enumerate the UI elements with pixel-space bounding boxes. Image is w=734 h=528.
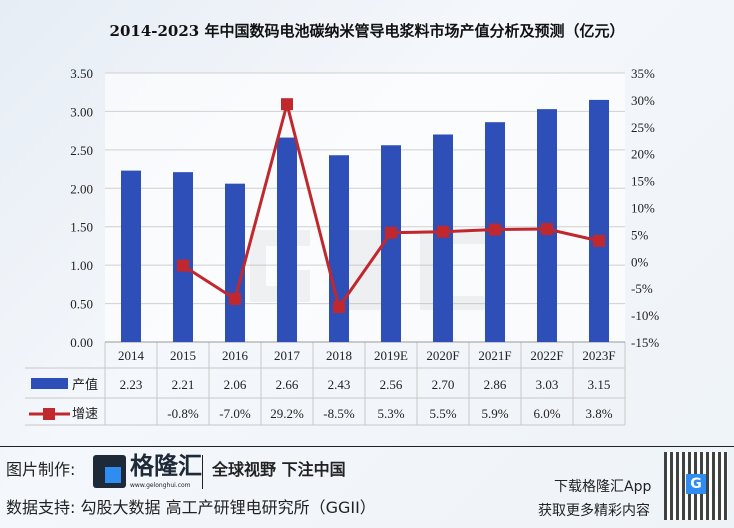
table-growth: 5.5% bbox=[429, 406, 456, 421]
qr-logo-icon: G bbox=[686, 474, 706, 494]
right-axis-tick: 5% bbox=[631, 227, 649, 242]
category-label: 2016 bbox=[222, 348, 249, 363]
made-by-label: 图片制作: bbox=[6, 460, 76, 479]
growth-point bbox=[489, 223, 501, 236]
category-label: 2015 bbox=[170, 348, 196, 363]
category-label: 2020F bbox=[426, 348, 459, 363]
right-axis-tick: 30% bbox=[631, 93, 655, 108]
growth-point bbox=[333, 301, 345, 314]
category-label: 2014 bbox=[118, 348, 145, 363]
table-value: 2.23 bbox=[120, 377, 143, 392]
growth-point bbox=[281, 98, 293, 111]
category-label: 2018 bbox=[326, 348, 352, 363]
table-value: 2.56 bbox=[380, 377, 403, 392]
qr-code-icon bbox=[664, 452, 728, 520]
brand-url: www.gelonghui.com bbox=[130, 482, 191, 489]
table-growth: 5.9% bbox=[481, 406, 508, 421]
slogan: 全球视野 下注中国 bbox=[212, 460, 346, 479]
table-growth: -8.5% bbox=[323, 406, 355, 421]
table-growth: 6.0% bbox=[533, 406, 560, 421]
left-axis-tick: 2.00 bbox=[70, 181, 93, 196]
footer-divider bbox=[0, 446, 734, 447]
table-value: 2.70 bbox=[432, 377, 455, 392]
table-growth: 3.8% bbox=[585, 406, 612, 421]
legend-bar-swatch bbox=[31, 378, 68, 389]
growth-point bbox=[593, 234, 605, 247]
category-label: 2017 bbox=[274, 348, 301, 363]
category-label: 2019E bbox=[374, 348, 408, 363]
table-value: 2.86 bbox=[484, 377, 507, 392]
download-app-text: 下载格隆汇App bbox=[554, 479, 652, 495]
right-axis-tick: -5% bbox=[631, 281, 653, 296]
right-axis-tick: 25% bbox=[631, 120, 655, 135]
left-axis-tick: 0.00 bbox=[70, 335, 93, 350]
growth-point bbox=[541, 223, 553, 236]
table-value: 2.21 bbox=[172, 377, 195, 392]
brand-divider bbox=[202, 455, 203, 489]
category-label: 2021F bbox=[478, 348, 511, 363]
legend-line-label: 增速 bbox=[72, 406, 98, 421]
brand-name: 格隆汇 bbox=[130, 452, 202, 480]
table-growth: 29.2% bbox=[270, 406, 304, 421]
table-value: 3.03 bbox=[536, 377, 559, 392]
left-axis-tick: 3.00 bbox=[70, 104, 93, 119]
table-value: 2.66 bbox=[276, 377, 299, 392]
right-axis-tick: 35% bbox=[631, 66, 655, 81]
right-axis-tick: 0% bbox=[631, 254, 649, 269]
left-axis-tick: 0.50 bbox=[70, 297, 93, 312]
right-axis-tick: 20% bbox=[631, 147, 655, 162]
left-axis-tick: 2.50 bbox=[70, 143, 93, 158]
table-growth: 5.3% bbox=[377, 406, 404, 421]
data-support: 数据支持: 勾股大数据 高工产研锂电研究所（GGII） bbox=[6, 498, 376, 517]
left-axis-tick: 3.50 bbox=[70, 66, 93, 81]
legend-bar-label: 产值 bbox=[72, 377, 98, 392]
chart: 0.00 0.50 1.00 1.50 2.00 2.50 3.00 3.50 -15% -10%… bbox=[25, 66, 659, 426]
bar bbox=[121, 170, 141, 342]
growth-point bbox=[229, 292, 241, 305]
bar bbox=[433, 134, 453, 342]
bar bbox=[381, 145, 401, 342]
category-label: 2023F bbox=[582, 348, 615, 363]
more-content-text: 获取更多精彩内容 bbox=[538, 503, 650, 519]
bar bbox=[329, 155, 349, 342]
right-axis-tick: -15% bbox=[631, 335, 659, 350]
bar bbox=[173, 172, 193, 342]
right-axis-tick: -10% bbox=[631, 308, 659, 323]
table-value: 2.06 bbox=[224, 377, 247, 392]
table-growth: -0.8% bbox=[167, 406, 199, 421]
gelonghui-logo-icon bbox=[93, 455, 126, 488]
watermark-logo-icon bbox=[250, 230, 490, 310]
growth-point bbox=[177, 259, 189, 272]
table-growth: -7.0% bbox=[219, 406, 251, 421]
category-label: 2022F bbox=[530, 348, 563, 363]
left-axis-tick: 1.50 bbox=[70, 220, 93, 235]
table-value: 2.43 bbox=[328, 377, 351, 392]
left-axis-tick: 1.00 bbox=[70, 258, 93, 273]
bar bbox=[589, 99, 609, 343]
legend-line-marker bbox=[43, 408, 55, 420]
right-axis-tick: 10% bbox=[631, 201, 655, 216]
bar bbox=[225, 183, 245, 342]
right-axis-tick: 15% bbox=[631, 174, 655, 189]
bar bbox=[277, 137, 297, 342]
table-value: 3.15 bbox=[588, 377, 611, 392]
growth-point bbox=[437, 225, 449, 238]
chart-title: 2014-2023 年中国数码电池碳纳米管导电浆料市场产值分析及预测（亿元） bbox=[109, 22, 625, 40]
growth-point bbox=[385, 226, 397, 239]
